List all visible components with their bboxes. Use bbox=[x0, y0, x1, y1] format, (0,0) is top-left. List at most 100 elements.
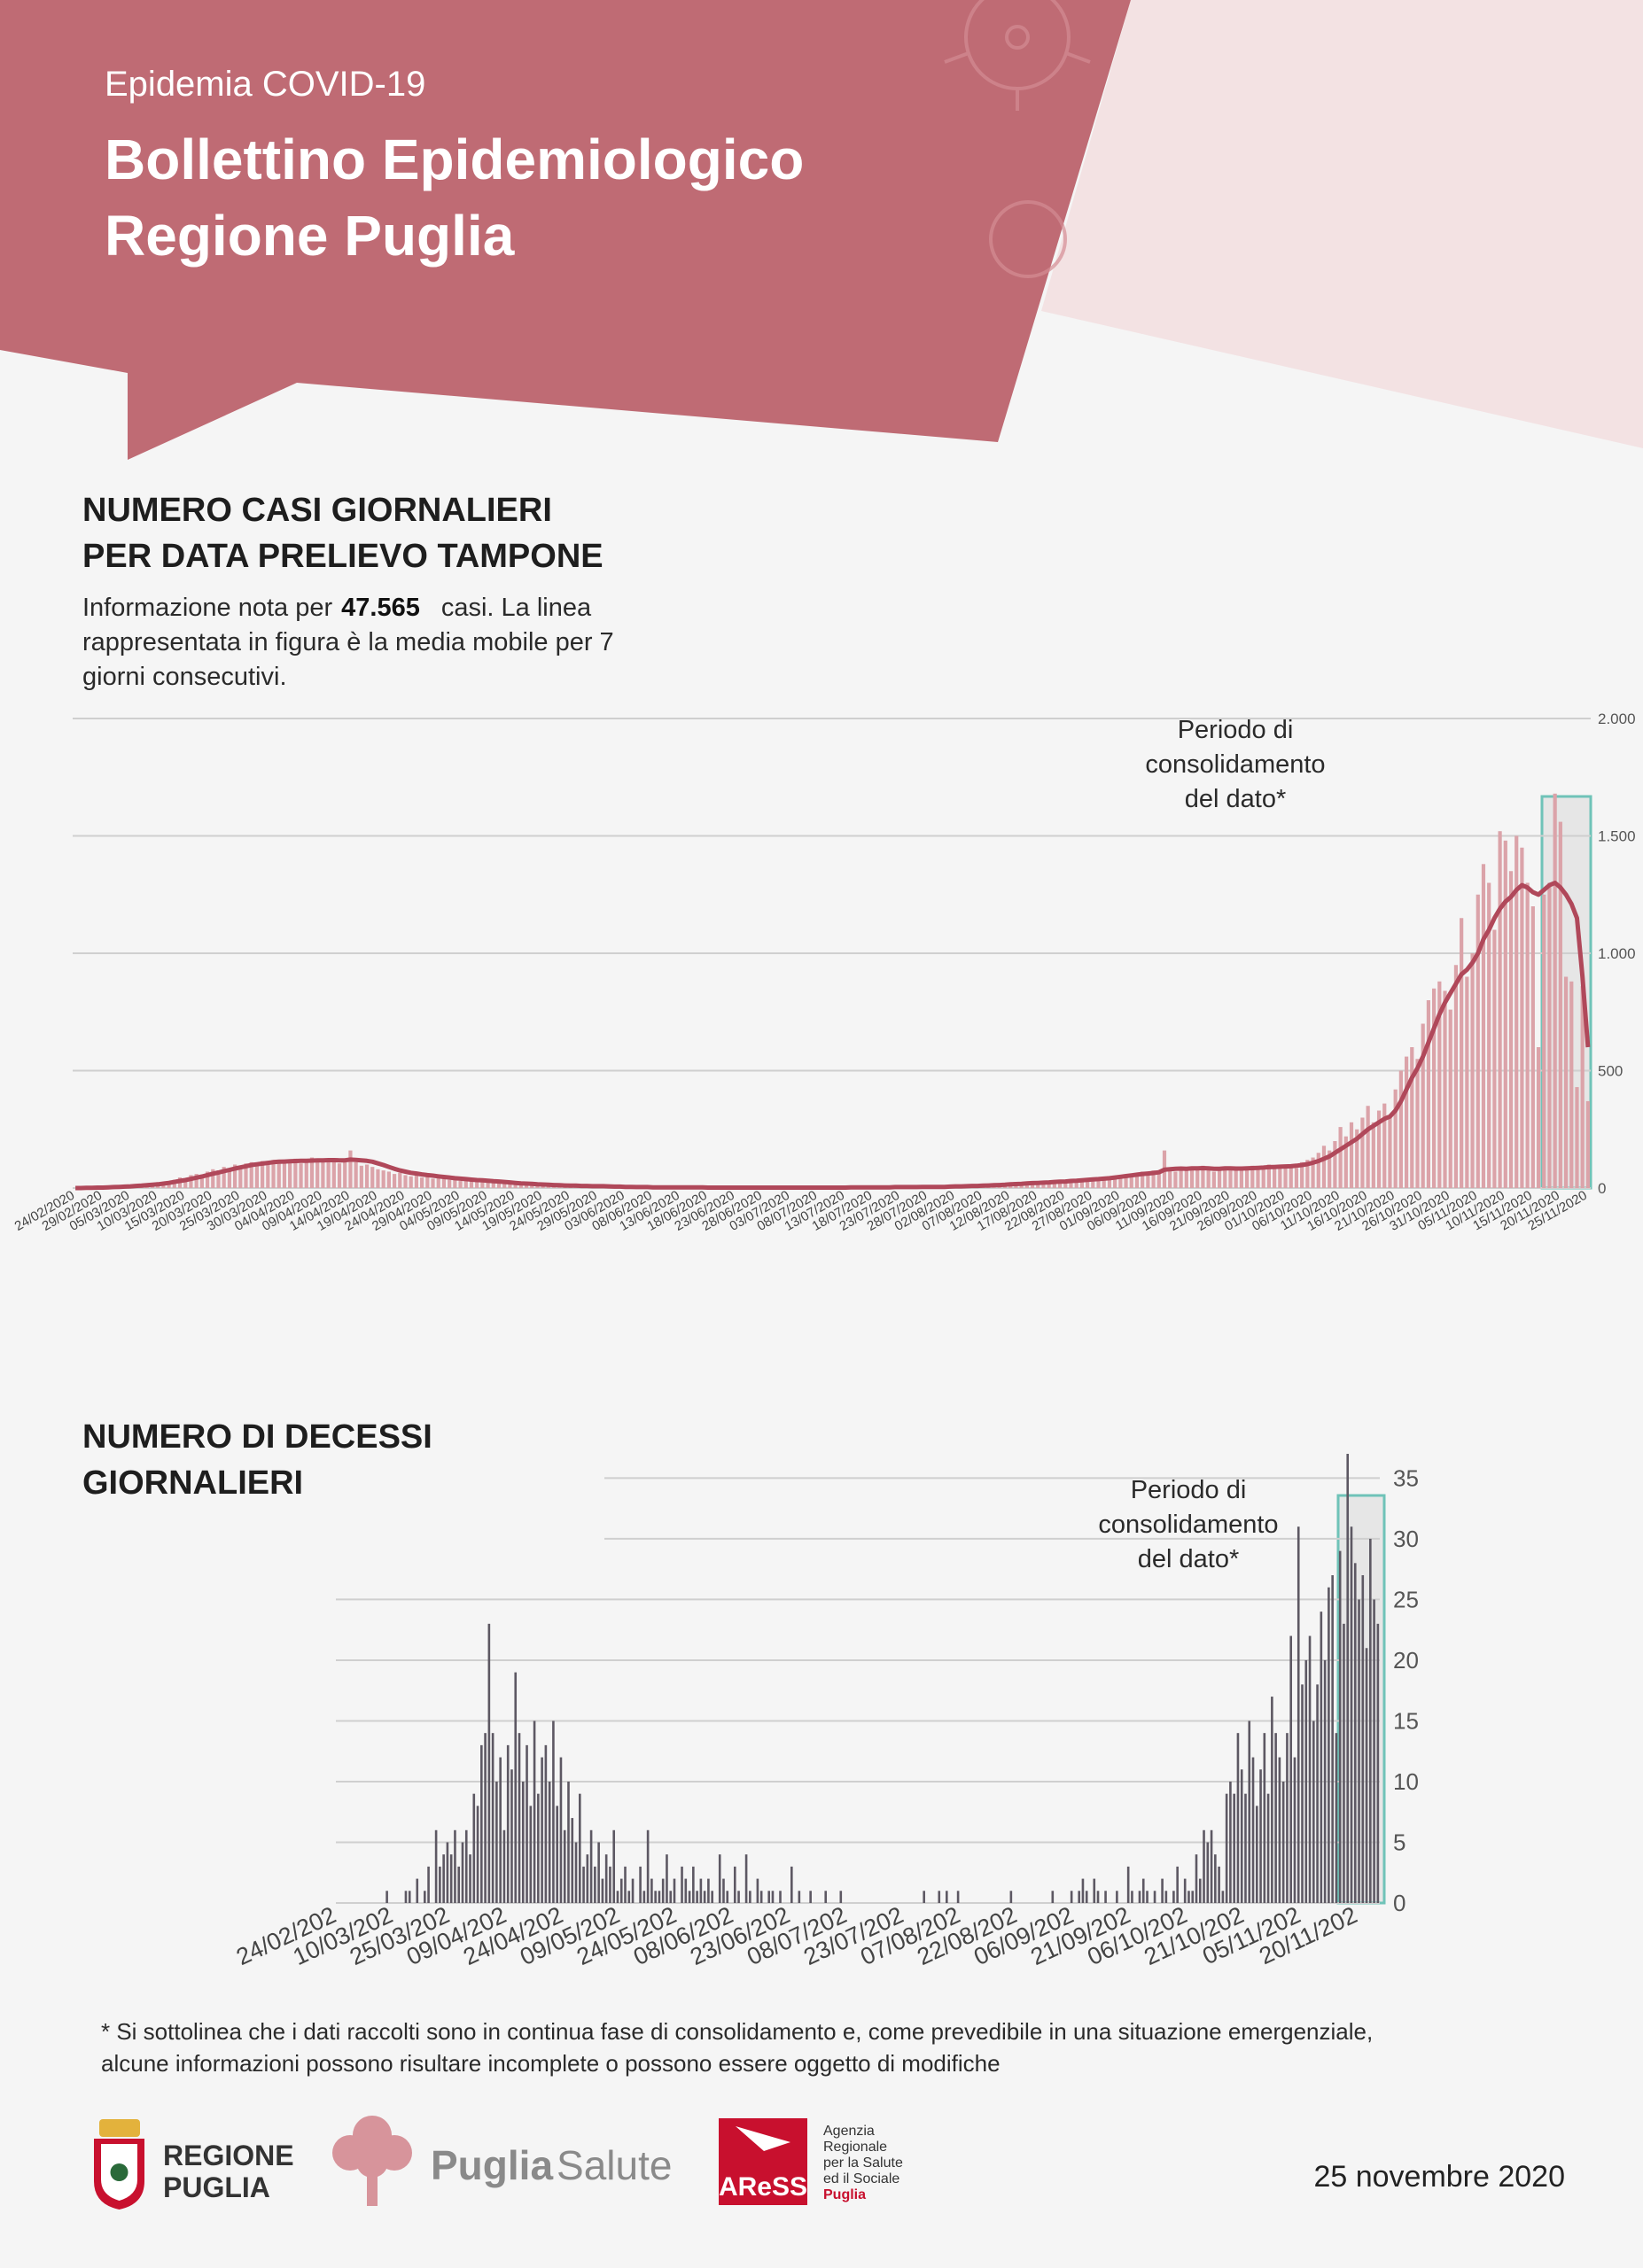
bar bbox=[364, 1164, 370, 1188]
bar bbox=[552, 1720, 555, 1903]
bar bbox=[718, 1854, 721, 1903]
bar bbox=[448, 1179, 452, 1188]
bar bbox=[1355, 1129, 1359, 1188]
bar bbox=[1271, 1697, 1273, 1903]
logo-text: AReSS bbox=[719, 2172, 807, 2202]
bar bbox=[1176, 1866, 1179, 1903]
header-banner bbox=[0, 0, 1131, 460]
bar bbox=[684, 1878, 688, 1903]
chart-title: GIORNALIERI bbox=[82, 1464, 303, 1502]
bar bbox=[1134, 1174, 1140, 1188]
bar bbox=[1415, 1059, 1420, 1188]
chart-title: NUMERO DI DECESSI bbox=[82, 1418, 432, 1456]
bar bbox=[1371, 1122, 1375, 1188]
bar bbox=[1250, 1165, 1255, 1188]
bar bbox=[1217, 1167, 1222, 1188]
bar bbox=[1530, 906, 1535, 1188]
bar bbox=[1361, 1575, 1365, 1903]
bar bbox=[1236, 1733, 1240, 1903]
bar bbox=[1426, 1000, 1431, 1188]
bar bbox=[232, 1164, 237, 1188]
moving-average-line bbox=[75, 881, 1591, 1191]
bar bbox=[1470, 953, 1475, 1188]
bar bbox=[1255, 1806, 1258, 1903]
logo-regione bbox=[94, 2119, 144, 2210]
bar bbox=[938, 1891, 941, 1903]
bar bbox=[722, 1878, 725, 1903]
bar bbox=[299, 1163, 303, 1188]
bar bbox=[1081, 1878, 1085, 1903]
logo-text: Puglia bbox=[431, 2142, 553, 2188]
bar bbox=[1343, 1136, 1348, 1188]
bar bbox=[1131, 1891, 1133, 1903]
bar bbox=[381, 1170, 385, 1188]
bar bbox=[309, 1157, 315, 1188]
bar bbox=[1206, 1168, 1211, 1188]
bar bbox=[1036, 1183, 1040, 1188]
bar bbox=[1195, 1169, 1200, 1188]
bar bbox=[1198, 1878, 1202, 1903]
bar bbox=[749, 1891, 751, 1903]
bar bbox=[343, 1160, 347, 1188]
logo-text: Salute bbox=[557, 2142, 672, 2188]
bar bbox=[646, 1829, 650, 1903]
bar bbox=[1168, 1169, 1172, 1188]
bar bbox=[1063, 1181, 1068, 1188]
footnote: * Si sottolinea che i dati raccolti sono… bbox=[101, 2018, 1373, 2045]
virus-decoration bbox=[944, 0, 1091, 278]
bar bbox=[1189, 1167, 1195, 1188]
bar bbox=[1465, 976, 1469, 1188]
y-tick-label: 0 bbox=[1598, 1180, 1606, 1197]
bar bbox=[408, 1891, 411, 1903]
subtitle-count: 47.565 bbox=[341, 594, 420, 622]
annotation: Periodo di bbox=[1178, 716, 1294, 744]
bar bbox=[238, 1165, 243, 1188]
bar bbox=[446, 1842, 449, 1903]
bar bbox=[227, 1168, 231, 1188]
y-tick-label: 30 bbox=[1393, 1526, 1419, 1552]
bar bbox=[288, 1160, 292, 1188]
bar bbox=[454, 1829, 456, 1903]
bar bbox=[1316, 1153, 1320, 1188]
bar bbox=[1369, 1538, 1372, 1903]
bar bbox=[798, 1891, 801, 1903]
bar bbox=[1536, 1047, 1541, 1188]
bar bbox=[1244, 1169, 1250, 1188]
bar bbox=[1239, 1167, 1243, 1188]
bar bbox=[1365, 1648, 1368, 1903]
bar bbox=[424, 1891, 426, 1903]
bar bbox=[1580, 986, 1585, 1188]
bar bbox=[567, 1781, 570, 1903]
bar bbox=[469, 1854, 471, 1903]
bar bbox=[508, 1183, 512, 1188]
bar bbox=[1113, 1177, 1117, 1188]
bar bbox=[1393, 1089, 1398, 1188]
logo-text: ed il Sociale bbox=[823, 2171, 899, 2186]
bar bbox=[533, 1720, 536, 1903]
y-tick-label: 1.500 bbox=[1598, 827, 1636, 844]
bar bbox=[442, 1854, 445, 1903]
bar bbox=[1221, 1891, 1225, 1903]
bar bbox=[1225, 1793, 1228, 1903]
annotation: del dato* bbox=[1138, 1545, 1240, 1573]
logo-text: Regionale bbox=[823, 2140, 887, 2155]
bar bbox=[304, 1161, 308, 1188]
bar bbox=[779, 1891, 782, 1903]
bar bbox=[276, 1161, 281, 1188]
bar bbox=[1146, 1891, 1149, 1903]
footnote: alcune informazioni possono risultare in… bbox=[101, 2050, 1001, 2077]
bar bbox=[266, 1161, 270, 1188]
bar bbox=[244, 1163, 248, 1188]
bar bbox=[321, 1161, 325, 1188]
bar bbox=[1296, 1526, 1300, 1903]
annotation: del dato* bbox=[1185, 785, 1287, 813]
virus-icon bbox=[989, 200, 1067, 278]
bar bbox=[1376, 1623, 1380, 1903]
bar bbox=[1281, 1781, 1285, 1903]
bar bbox=[486, 1182, 490, 1188]
bar bbox=[480, 1744, 483, 1903]
bar bbox=[1558, 821, 1562, 1188]
bar bbox=[1320, 1612, 1323, 1903]
bar bbox=[1228, 1170, 1233, 1188]
y-tick-label: 2.000 bbox=[1598, 711, 1636, 727]
